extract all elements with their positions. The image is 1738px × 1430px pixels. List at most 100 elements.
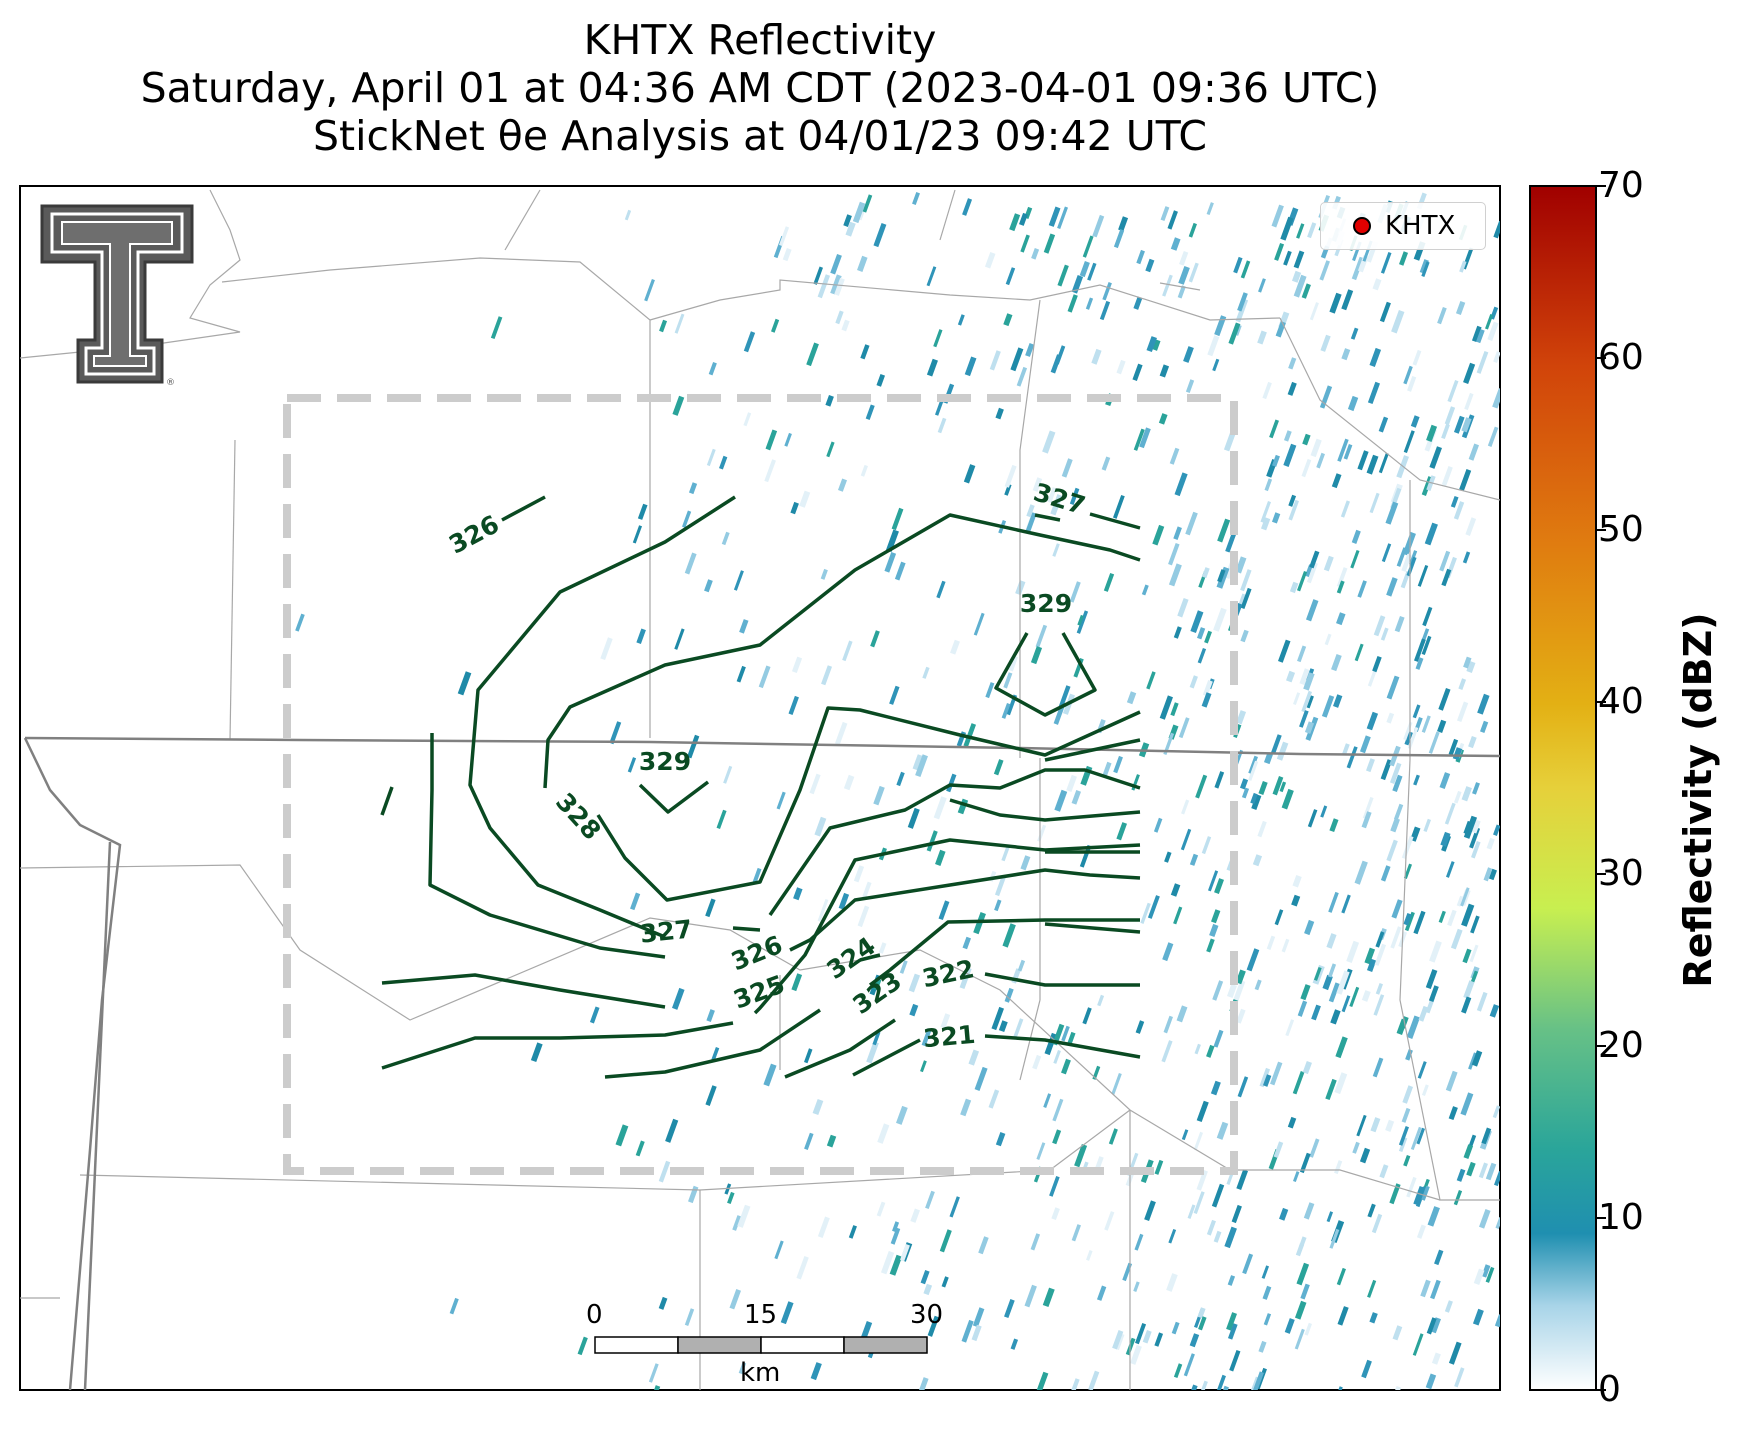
echo-pixel: [1263, 1313, 1272, 1326]
echo-pixel: [1287, 381, 1297, 396]
echo-pixel: [1331, 654, 1342, 672]
colorbar-tick: 30: [1598, 853, 1644, 894]
echo-pixel: [1066, 1031, 1076, 1046]
echo-pixel: [1104, 1211, 1115, 1231]
echo-pixel: [1392, 1325, 1403, 1341]
echo-pixel: [1403, 913, 1412, 926]
state-borders: [23, 736, 1500, 1390]
echo-pixel: [1161, 1040, 1173, 1063]
echo-pixel: [1346, 746, 1358, 769]
echo-pixel: [1392, 774, 1403, 793]
echo-pixel: [1367, 381, 1381, 405]
echo-pixel: [1236, 710, 1247, 725]
echo-pixel: [1260, 500, 1272, 523]
echo-pixel: [1051, 1207, 1060, 1221]
echo-pixel: [1133, 296, 1143, 310]
echo-pixel: [1463, 980, 1475, 999]
radar-marker-icon: [1353, 217, 1371, 235]
echo-pixel: [1438, 688, 1451, 711]
echo-pixel: [1361, 811, 1372, 829]
echo-pixel: [994, 875, 1007, 897]
svg-text:®: ®: [166, 378, 175, 388]
echo-pixel: [1207, 870, 1219, 892]
echo-pixel: [1003, 672, 1013, 689]
echo-pixel: [1225, 532, 1237, 553]
echo-pixel: [1279, 1207, 1289, 1221]
echo-pixel: [1476, 991, 1488, 1012]
echo-pixel: [834, 277, 845, 296]
echo-pixel: [1013, 1018, 1024, 1039]
echo-pixel: [1389, 762, 1402, 784]
echo-pixel: [782, 248, 792, 262]
echo-pixel: [1135, 1020, 1145, 1034]
echo-pixel: [1288, 499, 1299, 521]
echo-pixel: [1043, 1093, 1052, 1108]
echo-pixel: [632, 525, 643, 544]
echo-pixel: [1193, 1191, 1205, 1214]
echo-pixel: [1177, 598, 1189, 618]
echo-pixel: [1429, 940, 1442, 963]
echo-pixel: [1032, 477, 1043, 492]
legend-label: KHTX: [1385, 211, 1456, 241]
echo-pixel: [1403, 365, 1413, 385]
echo-pixel: [799, 490, 811, 508]
echo-pixel: [962, 936, 972, 950]
echo-pixel: [873, 785, 885, 806]
echo-pixel: [1378, 416, 1389, 433]
echo-pixel: [959, 967, 972, 990]
echo-pixel: [852, 201, 866, 224]
echo-pixel: [894, 561, 906, 581]
echo-pixel: [1061, 458, 1073, 478]
echo-pixel: [658, 1160, 671, 1183]
echo-pixel: [1444, 406, 1456, 425]
echo-pixel: [920, 1270, 930, 1285]
echo-pixel: [885, 529, 899, 553]
echo-pixel: [1036, 1142, 1046, 1160]
echo-pixel: [1335, 1386, 1343, 1390]
echo-pixel: [935, 849, 946, 866]
echo-pixel: [1214, 878, 1224, 894]
echo-pixel: [1242, 1253, 1254, 1275]
echo-pixel: [1003, 313, 1013, 327]
echo-pixel: [723, 765, 733, 784]
echo-pixel: [1336, 612, 1346, 626]
echo-pixel: [704, 579, 713, 593]
echo-pixel: [1320, 334, 1331, 352]
echo-pixel: [1235, 298, 1249, 323]
echo-pixel: [1069, 487, 1080, 505]
echo-pixel: [1336, 970, 1350, 995]
echo-pixel: [1466, 660, 1476, 673]
echo-pixel: [1031, 248, 1040, 260]
echo-pixel: [1415, 657, 1424, 670]
echo-pixel: [1321, 695, 1335, 718]
echo-pixel: [1216, 566, 1230, 589]
echo-pixel: [1291, 894, 1301, 907]
echo-pixel: [1463, 362, 1476, 385]
echo-pixel: [1403, 863, 1413, 879]
echo-pixel: [1049, 1175, 1060, 1197]
echo-pixel: [1458, 678, 1467, 690]
echo-pixel: [870, 630, 880, 648]
echo-pixel: [985, 682, 995, 699]
echo-pixel: [1047, 487, 1057, 503]
echo-pixel: [1407, 376, 1417, 392]
echo-pixel: [1463, 656, 1472, 669]
echo-pixel: [1331, 473, 1342, 489]
echo-pixel: [1235, 969, 1246, 985]
echo-pixel: [1462, 948, 1472, 964]
echo-pixel: [658, 1296, 668, 1310]
echo-pixel: [688, 482, 698, 495]
echo-pixel: [1366, 758, 1375, 773]
echo-pixel: [1171, 1321, 1180, 1335]
echo-pixel: [1183, 346, 1194, 363]
echo-pixel: [627, 757, 637, 773]
echo-pixel: [1147, 895, 1160, 919]
echo-pixel: [1159, 364, 1170, 378]
echo-pixel: [1294, 1328, 1305, 1350]
echo-pixel: [825, 395, 834, 407]
echo-pixel: [1260, 517, 1271, 531]
echo-pixel: [1020, 855, 1031, 871]
echo-pixel: [900, 1244, 910, 1262]
echo-pixel: [1257, 330, 1267, 345]
map-frame: [19, 185, 1501, 1391]
